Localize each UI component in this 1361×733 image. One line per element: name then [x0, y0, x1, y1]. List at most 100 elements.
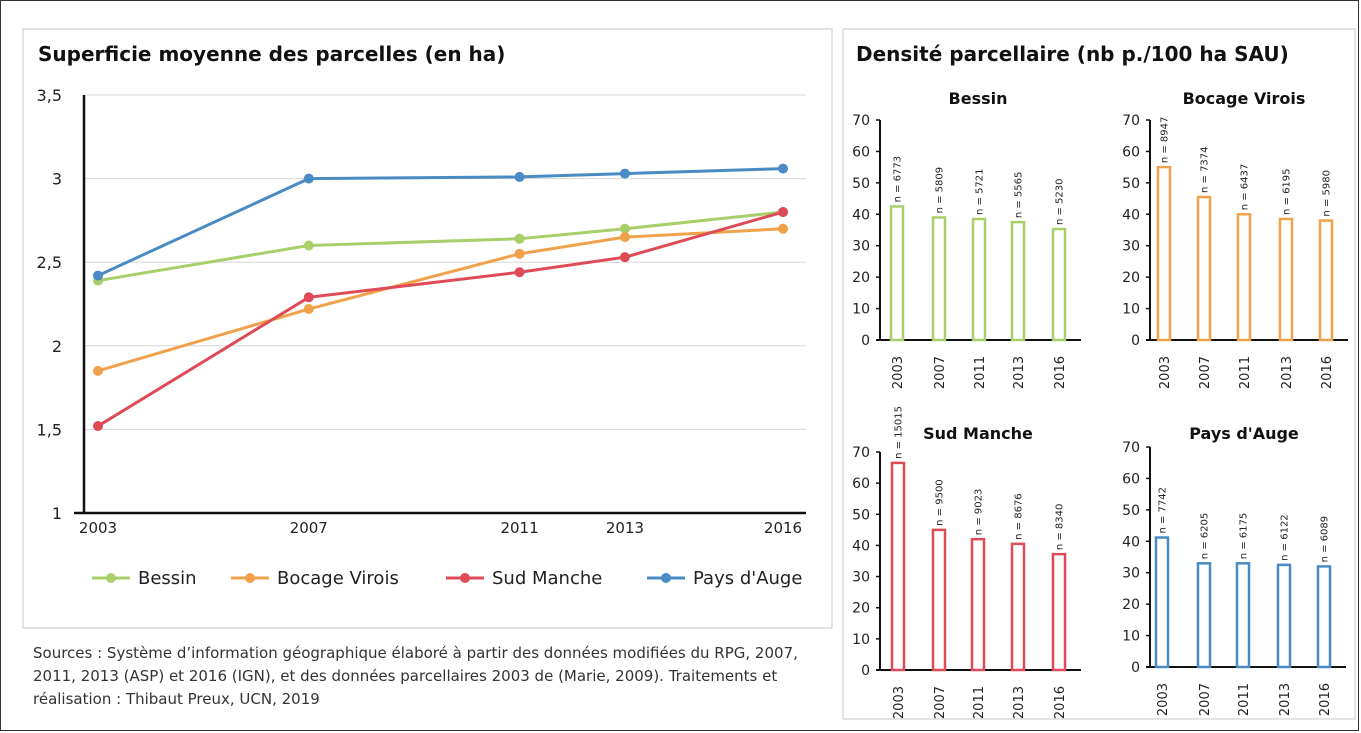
bar: [1276, 563, 1292, 669]
x-tick-label: 2016: [1318, 683, 1333, 716]
y-tick-label: 20: [1122, 597, 1140, 613]
series-pays-d-auge: [93, 163, 788, 281]
density-chart-title: Bocage Virois: [1183, 89, 1306, 108]
y-tick-label: 70: [852, 445, 870, 461]
y-tick-label: 30: [852, 570, 870, 586]
y-tick-label: 60: [1122, 471, 1140, 487]
series-sud-manche: [93, 207, 788, 432]
data-point: [514, 248, 525, 259]
x-tick-label: 2011: [1237, 683, 1252, 716]
density-chart-title: Bessin: [949, 89, 1008, 108]
x-tick-label: 2016: [1053, 686, 1068, 719]
density-chart-title: Sud Manche: [923, 424, 1033, 443]
bar: [1196, 562, 1212, 669]
line-chart-grid: [84, 94, 806, 430]
bar: [1318, 219, 1334, 342]
legend-label: Bocage Virois: [277, 568, 399, 589]
line-chart-panel: [22, 28, 833, 629]
y-tick-label: 20: [852, 270, 870, 286]
bar: [931, 528, 947, 672]
bar-data-label: n = 9023: [974, 489, 985, 536]
y-tick-label: 0: [1131, 660, 1140, 676]
bar: [971, 217, 987, 342]
bar-data-label: n = 6205: [1200, 513, 1211, 560]
bar: [970, 537, 986, 672]
data-point: [619, 252, 630, 263]
data-point: [303, 240, 314, 251]
y-tick-label: 10: [1122, 629, 1140, 645]
x-tick-label: 2013: [1278, 683, 1293, 716]
y-tick-label: 40: [852, 207, 870, 223]
bar-data-label: n = 6122: [1280, 514, 1291, 561]
data-point: [778, 163, 788, 174]
bar-data-label: n = 5809: [935, 167, 946, 214]
legend-entry: Pays d'Auge: [647, 568, 802, 589]
x-tick-label: 2003: [1158, 356, 1173, 389]
y-tick-label: 60: [852, 144, 870, 160]
data-point: [619, 232, 630, 243]
line-chart-title: Superficie moyenne des parcelles (en ha): [38, 42, 505, 66]
x-tick-label: 2003: [79, 519, 117, 537]
y-tick-label: 40: [1122, 207, 1140, 223]
bar-data-label: n = 6195: [1282, 168, 1293, 215]
y-tick-label: 70: [1122, 440, 1140, 456]
y-tick-label: 50: [1122, 503, 1140, 519]
legend-marker: [661, 573, 671, 583]
bar: [1196, 195, 1212, 342]
line-chart-series: [93, 163, 788, 432]
bar-data-label: n = 8340: [1055, 504, 1066, 551]
x-tick-label: 2016: [1053, 356, 1068, 389]
density-panel: [842, 28, 1356, 720]
y-tick-label: 40: [852, 538, 870, 554]
x-tick-label: 2013: [606, 519, 644, 537]
density-title: Densité parcellaire (nb p./100 ha SAU): [856, 42, 1289, 66]
line-chart: Superficie moyenne des parcelles (en ha)…: [37, 42, 806, 589]
legend-marker: [245, 573, 255, 583]
series-line: [97, 227, 784, 373]
data-point: [619, 223, 630, 234]
bar: [1156, 165, 1172, 342]
bar: [890, 461, 906, 672]
y-tick-label: 10: [852, 632, 870, 648]
density-chart-sud-manche: Sud Manche 0 10 20 30 40 50 60 70 n = 15015 2003 n …: [852, 406, 1081, 719]
data-point: [778, 207, 788, 218]
x-tick-label: 2007: [933, 686, 948, 719]
y-tick-label: 0: [861, 663, 870, 679]
bar-data-label: n = 8947: [1160, 117, 1171, 164]
x-tick-label: 2003: [1156, 683, 1171, 716]
bar-data-label: n = 6175: [1239, 513, 1250, 560]
y-tick-label: 20: [1122, 270, 1140, 286]
x-tick-label: 2007: [290, 519, 328, 537]
y-tick-label: 50: [1122, 176, 1140, 192]
x-tick-label: 2016: [1320, 356, 1335, 389]
bar: [1316, 565, 1332, 669]
data-point: [514, 267, 525, 278]
legend-label: Pays d'Auge: [693, 568, 802, 589]
bar-data-label: n = 5230: [1055, 179, 1066, 226]
data-point: [303, 173, 314, 184]
bar: [1235, 562, 1251, 669]
bar: [1278, 217, 1294, 342]
bar-data-label: n = 6437: [1240, 164, 1251, 211]
data-point: [93, 270, 103, 281]
x-tick-label: 2007: [1198, 356, 1213, 389]
y-tick-label: 10: [1122, 302, 1140, 318]
bar: [1010, 220, 1026, 342]
line-chart-axes: 1 1,5 2 2,5 3 3,5 2003 2007 2011 2013 2016: [37, 86, 806, 537]
y-tick-label: 3,5: [37, 86, 62, 105]
series-bocage-virois: [93, 223, 788, 376]
bar-data-label: n = 6773: [893, 156, 904, 203]
bar: [1154, 536, 1170, 669]
series-line: [97, 210, 784, 428]
line-chart-legend: Bessin Bocage Virois Sud Manche Pays d'Auge: [92, 568, 802, 589]
legend-entry: Bocage Virois: [231, 568, 399, 589]
y-tick-label: 60: [1122, 144, 1140, 160]
data-point: [303, 304, 314, 315]
density-chart-title: Pays d'Auge: [1189, 424, 1299, 443]
legend-entry: Sud Manche: [446, 568, 602, 589]
x-tick-label: 2011: [973, 356, 988, 389]
y-tick-label: 1: [52, 504, 62, 523]
bar-data-label: n = 5721: [975, 168, 986, 215]
density-charts: Densité parcellaire (nb p./100 ha SAU) B…: [852, 42, 1348, 719]
